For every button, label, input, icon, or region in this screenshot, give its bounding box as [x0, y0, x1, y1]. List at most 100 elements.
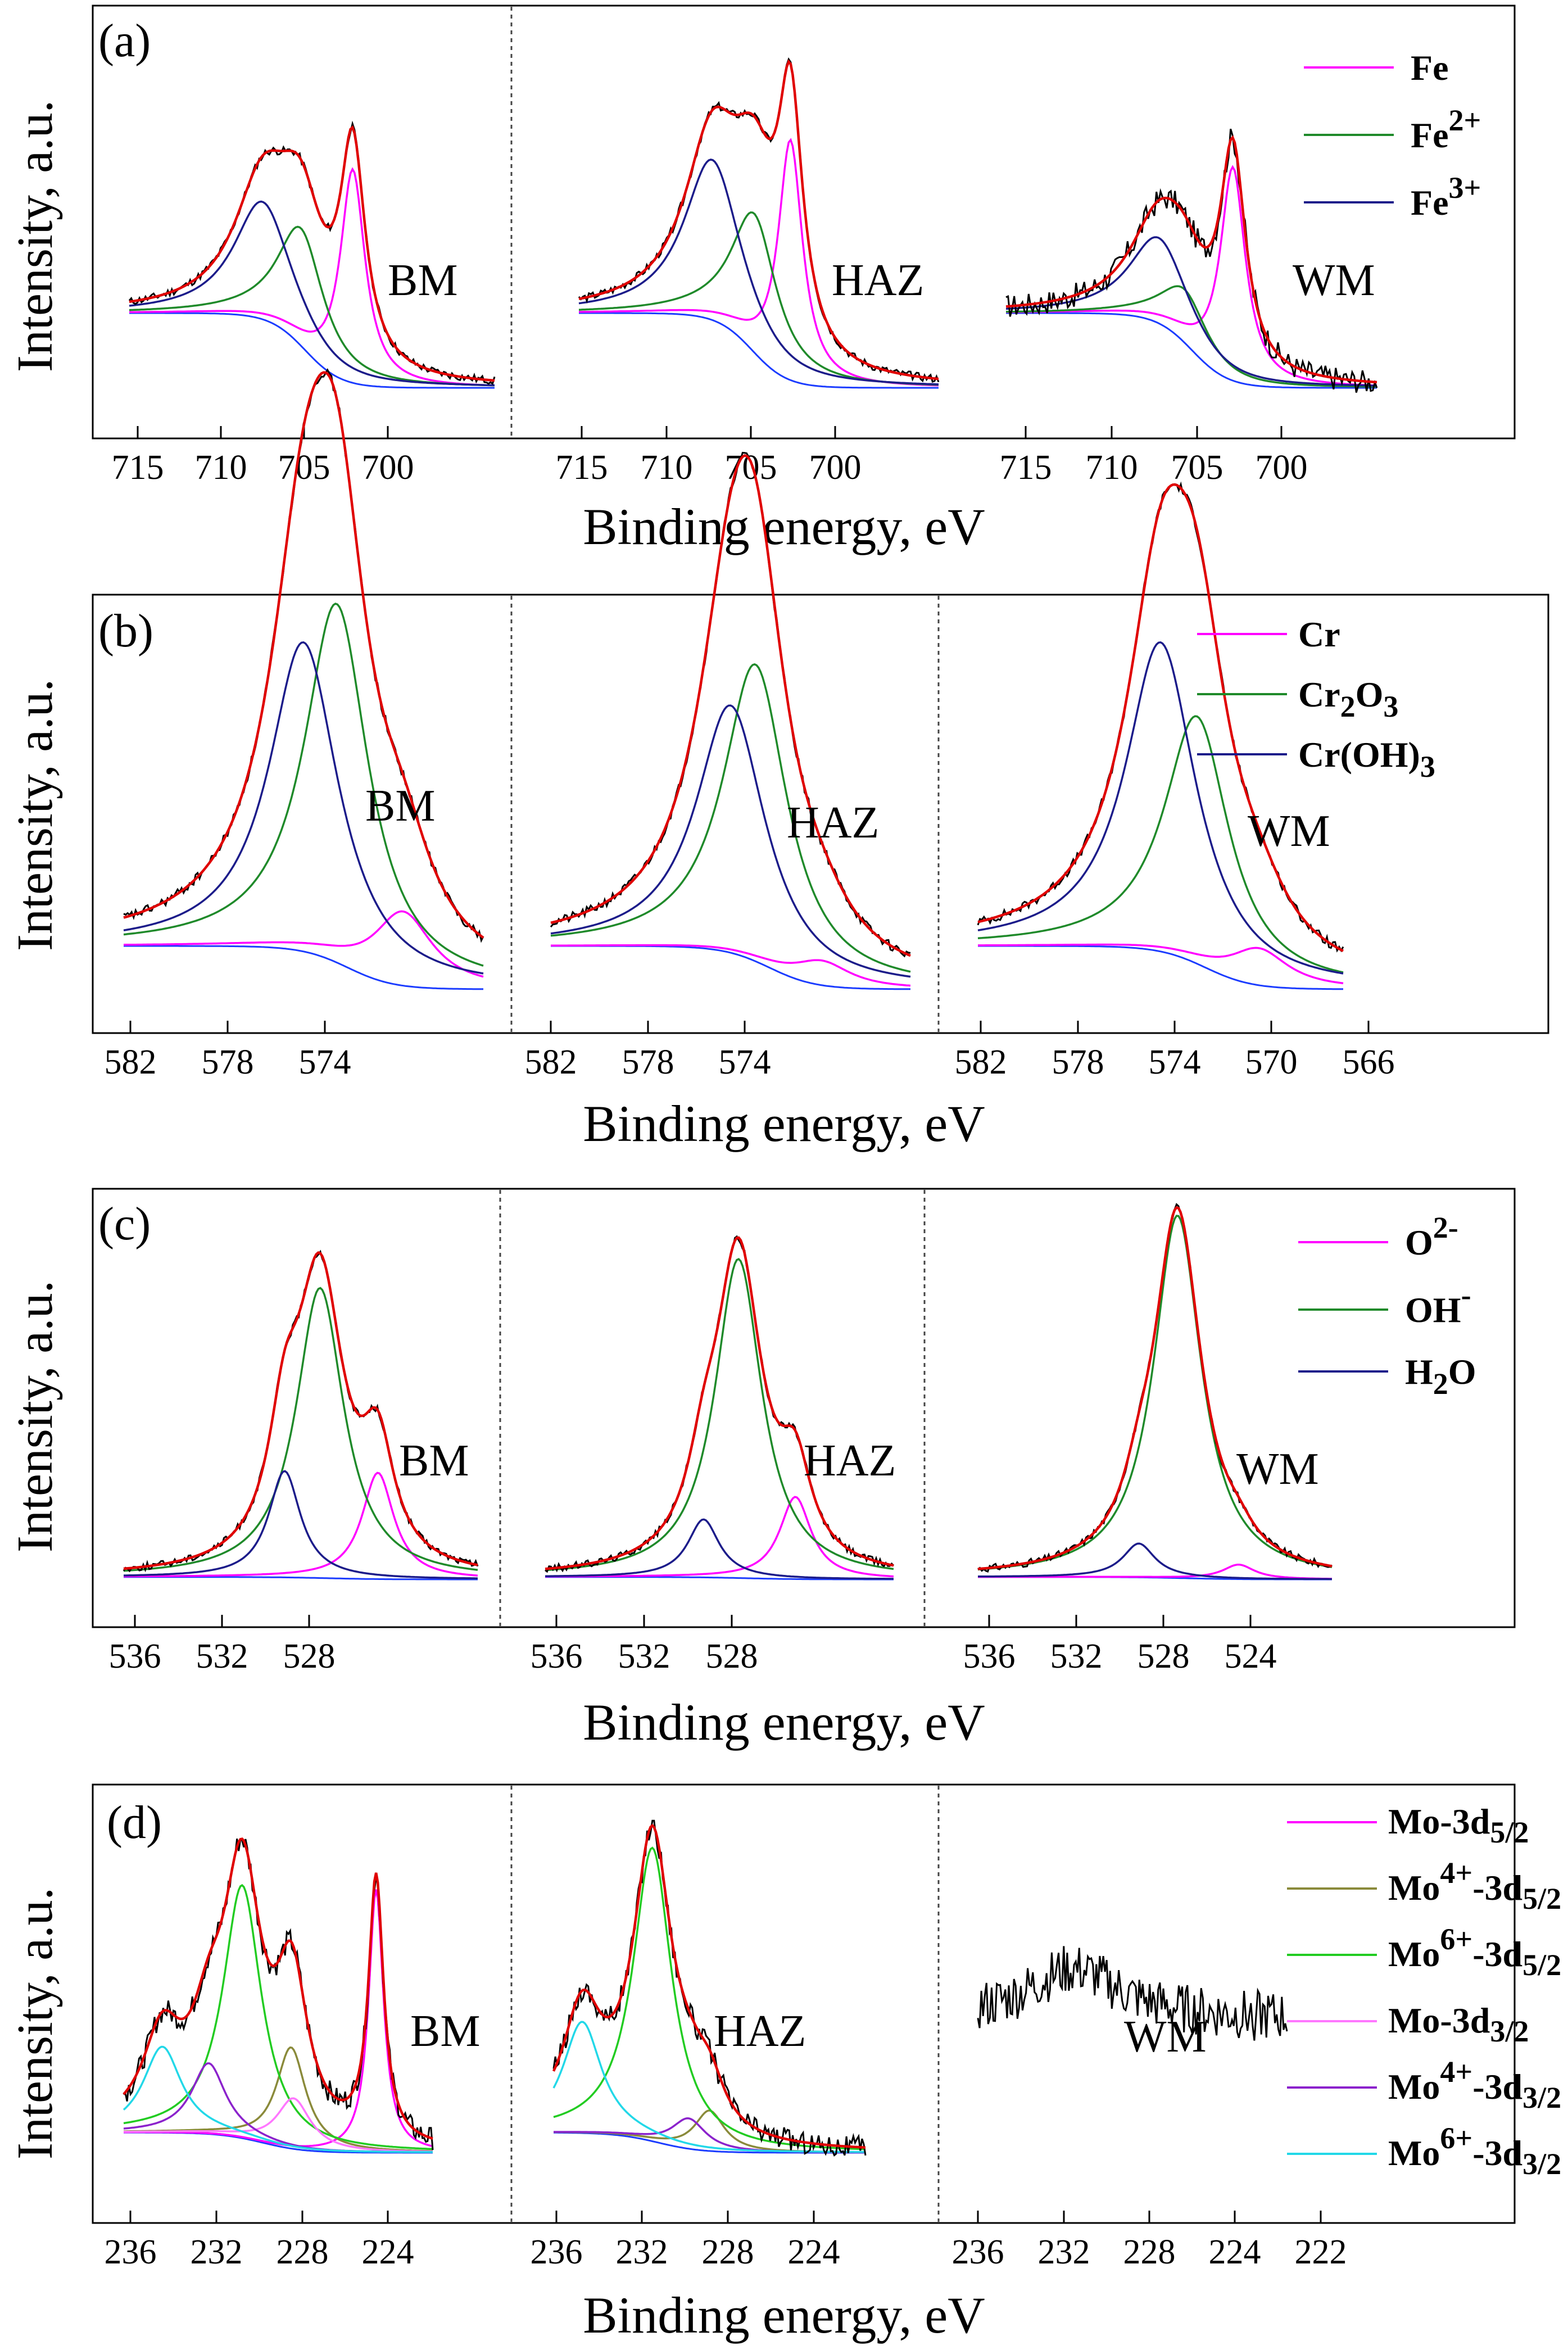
raw-spectrum-d-haz: [552, 1819, 867, 2157]
component-b-wm-1: [977, 715, 1344, 973]
panel-b-xlabel: Binding energy, eV: [583, 1095, 985, 1152]
component-b-bm-1: [123, 603, 484, 967]
x-tick-label: 582: [525, 1043, 577, 1081]
panel-a-curves: [128, 57, 1378, 393]
legend-d-mo4-5: Mo4+-3d5/2: [1388, 1856, 1561, 1916]
background-a-bm: [129, 312, 495, 389]
component-a-haz-2: [578, 159, 939, 386]
panel-c-curves: [123, 1203, 1333, 1581]
component-b-haz-2: [550, 704, 911, 978]
panel-c: (c) BM HAZ WM 536 532 528 536 532 528 536 532 52…: [7, 1188, 1516, 1751]
legend-a-fe3: Fe3+: [1411, 171, 1481, 223]
x-tick-label: 710: [195, 449, 247, 487]
component-c-bm-1: [123, 1287, 478, 1572]
panel-a-frame: [92, 4, 1516, 440]
panel-b-label: (b): [98, 605, 153, 657]
legend-d-mo-5: Mo-3d5/2: [1388, 1801, 1529, 1849]
x-tick-label: 528: [706, 1637, 758, 1676]
panel-b-legend: Cr Cr2O3 Cr(OH)3: [1197, 614, 1435, 784]
component-a-bm-1: [129, 225, 495, 387]
x-tick-label: 570: [1245, 1043, 1298, 1081]
component-b-bm-2: [123, 641, 484, 975]
x-tick-label: 700: [809, 449, 862, 487]
panel-d-region-haz: HAZ: [714, 2007, 806, 2056]
x-tick-label: 700: [362, 449, 414, 487]
x-tick-label: 228: [1123, 2233, 1176, 2271]
x-tick-label: 705: [278, 449, 330, 487]
x-tick-label: 528: [283, 1637, 336, 1676]
panel-d-label: (d): [107, 1796, 162, 1849]
raw-spectrum-d-wm: [977, 1946, 1288, 2041]
legend-c-h2o: H2O: [1405, 1352, 1476, 1401]
fit-envelope-a-bm: [129, 125, 495, 382]
x-tick-label: 578: [202, 1043, 254, 1081]
fit-envelope-a-haz: [578, 59, 939, 381]
x-tick-label: 224: [362, 2233, 414, 2271]
component-d-bm-5: [123, 2045, 433, 2153]
panel-d-frame: [92, 1783, 1516, 2224]
x-tick-label: 228: [702, 2233, 754, 2271]
raw-spectrum-c-bm: [123, 1249, 479, 1573]
panel-c-region-haz: HAZ: [804, 1436, 896, 1486]
panel-a-xlabel: Binding energy, eV: [583, 498, 985, 555]
raw-spectrum-c-haz: [545, 1235, 895, 1573]
panel-d-legend: Mo-3d5/2 Mo4+-3d5/2 Mo6+-3d5/2 Mo-3d3/2 …: [1287, 1801, 1561, 2181]
x-tick-label: 715: [112, 449, 164, 487]
background-a-haz: [579, 312, 939, 389]
component-b-haz-0: [551, 944, 911, 987]
panel-a-region-wm: WM: [1293, 256, 1375, 305]
component-c-haz-0: [545, 1496, 894, 1578]
x-tick-label: 232: [1038, 2233, 1090, 2271]
x-tick-label: 528: [1138, 1637, 1190, 1676]
background-b-wm: [978, 945, 1343, 990]
panel-d-ticks: 236 232 228 224 236 232 228 224 236 232 228 224 222: [105, 2211, 1347, 2271]
panel-a-region-bm: BM: [388, 256, 458, 305]
component-c-wm-1: [977, 1215, 1333, 1571]
x-tick-label: 232: [616, 2233, 668, 2271]
x-tick-label: 228: [277, 2233, 329, 2271]
panel-b-ticks: 582 578 574 582 578 574 582 578 574 570 566: [105, 1021, 1395, 1081]
background-c-bm: [124, 1576, 478, 1581]
x-tick-label: 578: [622, 1043, 674, 1081]
x-tick-label: 532: [618, 1637, 670, 1676]
panel-d-ylabel: Intensity, a.u.: [7, 1887, 63, 2159]
legend-a-fe: Fe: [1411, 48, 1449, 88]
panel-b-region-haz: HAZ: [787, 798, 879, 848]
x-tick-label: 232: [191, 2233, 243, 2271]
raw-spectrum-d-bm: [123, 1837, 434, 2150]
panel-a-ticks: 715 710 705 700 715 710 705 700 715 710 705 700: [112, 426, 1308, 487]
panel-c-ylabel: Intensity, a.u.: [7, 1280, 63, 1552]
component-a-bm-0: [129, 167, 495, 387]
panel-b-ylabel: Intensity, a.u.: [7, 679, 63, 951]
x-tick-label: 224: [1209, 2233, 1261, 2271]
legend-d-mo4-3: Mo4+-3d3/2: [1388, 2055, 1561, 2114]
component-b-wm-0: [978, 943, 1344, 985]
component-b-wm-2: [977, 641, 1344, 975]
component-c-haz-1: [545, 1258, 894, 1572]
legend-b-cr2o3: Cr2O3: [1298, 674, 1398, 723]
panel-a-legend: Fe Fe2+ Fe3+: [1304, 48, 1481, 223]
x-tick-label: 715: [556, 449, 608, 487]
panel-c-region-wm: WM: [1236, 1445, 1319, 1494]
x-tick-label: 574: [719, 1043, 771, 1081]
background-b-bm: [124, 945, 483, 990]
component-a-wm-1: [1005, 285, 1377, 388]
component-a-wm-2: [1005, 236, 1377, 387]
fit-envelope-d-bm: [123, 1837, 433, 2140]
x-tick-label: 700: [1256, 449, 1308, 487]
x-tick-label: 574: [1149, 1043, 1201, 1081]
x-tick-label: 574: [299, 1043, 351, 1081]
panel-a-label: (a): [98, 15, 151, 67]
panel-d-region-bm: BM: [410, 2007, 481, 2056]
x-tick-label: 578: [1052, 1043, 1104, 1081]
component-a-bm-2: [129, 200, 495, 387]
x-tick-label: 715: [1000, 449, 1052, 487]
fit-envelope-b-bm: [123, 371, 484, 939]
panel-b-curves: [123, 368, 1344, 990]
x-tick-label: 532: [196, 1637, 248, 1676]
panel-d-region-wm: WM: [1124, 2012, 1207, 2062]
x-tick-label: 236: [952, 2233, 1004, 2271]
panel-c-region-bm: BM: [399, 1436, 469, 1486]
component-c-haz-2: [545, 1518, 894, 1580]
